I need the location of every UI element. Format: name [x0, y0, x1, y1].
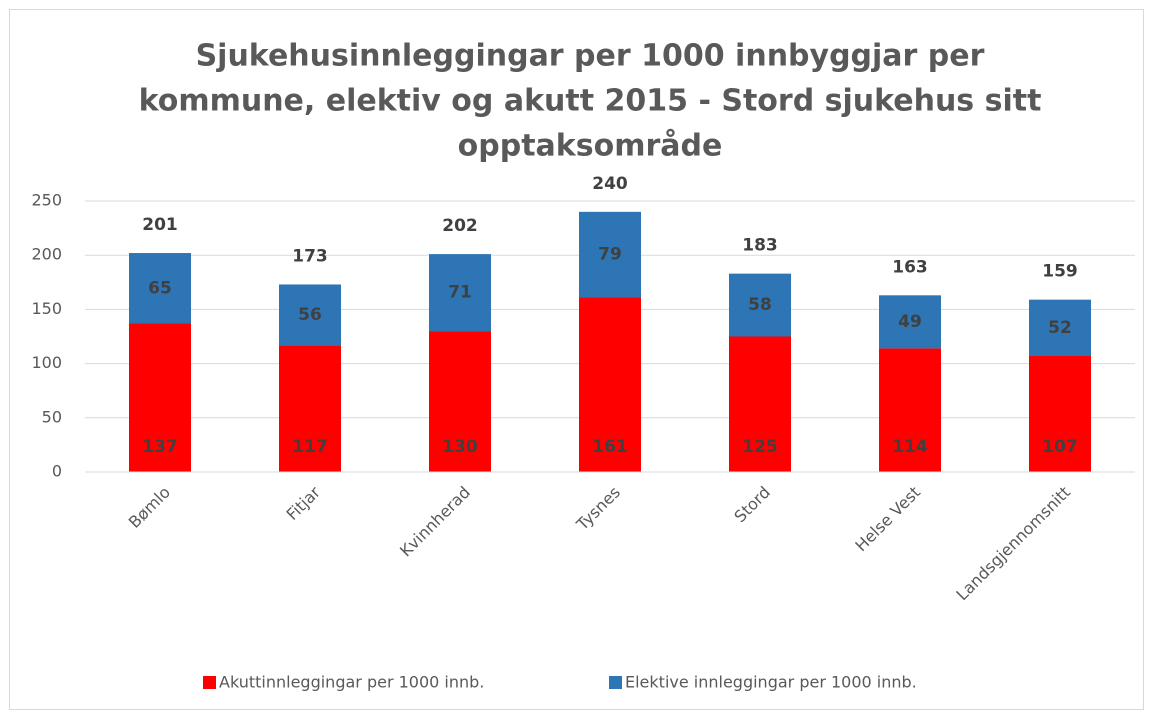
- bar-segment: [129, 253, 191, 324]
- y-tick-label: 200: [31, 245, 62, 264]
- chart-border: [9, 9, 1144, 710]
- value-label: 161: [592, 437, 628, 457]
- value-label: 58: [748, 295, 772, 315]
- value-label: 125: [742, 437, 778, 457]
- total-label: 163: [892, 257, 928, 277]
- bar-segment: [279, 345, 341, 472]
- bar-segment: [129, 323, 191, 472]
- bar-segment: [429, 331, 491, 472]
- value-label: 79: [598, 245, 622, 265]
- y-tick-label: 0: [52, 462, 62, 481]
- total-label: 183: [742, 236, 778, 256]
- bar-segment: [729, 336, 791, 472]
- value-label: 130: [442, 437, 478, 457]
- y-tick-label: 100: [31, 353, 62, 372]
- bar-segment: [879, 295, 941, 349]
- bar-segment: [729, 273, 791, 337]
- value-label: 49: [898, 312, 922, 332]
- value-label: 65: [148, 278, 172, 298]
- y-tick-label: 50: [42, 407, 62, 426]
- chart-title: opptaksområde: [458, 128, 723, 164]
- value-label: 137: [142, 437, 178, 457]
- value-label: 52: [1048, 318, 1072, 338]
- bar-segment: [429, 254, 491, 332]
- total-label: 202: [442, 216, 478, 236]
- value-label: 71: [448, 283, 472, 303]
- bar-segment: [579, 297, 641, 472]
- total-label: 173: [292, 246, 328, 266]
- total-label: 201: [142, 215, 178, 235]
- total-label: 159: [1042, 262, 1078, 282]
- value-label: 114: [892, 437, 928, 457]
- chart-title: Sjukehusinnleggingar per 1000 innbyggjar…: [196, 39, 985, 74]
- bar-segment: [579, 211, 641, 298]
- value-label: 117: [292, 437, 328, 457]
- bar-segment: [879, 348, 941, 472]
- bar-segment: [1029, 299, 1091, 357]
- value-label: 56: [298, 305, 322, 325]
- bar-segment: [1029, 356, 1091, 472]
- y-tick-label: 250: [31, 191, 62, 210]
- y-tick-label: 150: [31, 299, 62, 318]
- legend-label: Elektive innleggingar per 1000 innb.: [625, 673, 917, 692]
- legend-swatch: [203, 676, 216, 689]
- legend-swatch: [609, 676, 622, 689]
- legend-label: Akuttinnleggingar per 1000 innb.: [219, 673, 484, 692]
- bar-segment: [279, 284, 341, 346]
- chart-title: kommune, elektiv og akutt 2015 - Stord s…: [139, 84, 1042, 119]
- value-label: 107: [1042, 437, 1078, 457]
- total-label: 240: [592, 174, 628, 194]
